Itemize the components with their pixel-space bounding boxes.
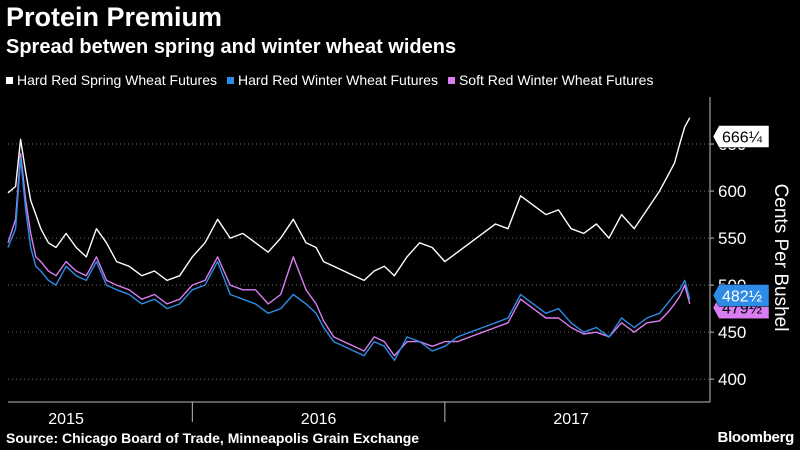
series-line-hard-red-winter xyxy=(7,157,691,362)
y-tick-label-400: 400 xyxy=(718,370,746,389)
legend-item-hrs: Hard Red Spring Wheat Futures xyxy=(6,72,217,88)
chart-title: Protein Premium xyxy=(6,2,223,32)
end-tag-hard-red-spring xyxy=(712,125,770,148)
chart-subtitle: Spread betwen spring and winter wheat wi… xyxy=(6,36,457,58)
x-tick-label-2015: 2015 xyxy=(48,411,84,428)
series-line-hard-red-spring xyxy=(7,117,691,282)
source-note: Source: Chicago Board of Trade, Minneapo… xyxy=(6,430,420,446)
legend-label-hrw: Hard Red Winter Wheat Futures xyxy=(237,72,438,88)
legend-label-srw: Soft Red Winter Wheat Futures xyxy=(458,72,654,88)
legend-swatch-hrw xyxy=(226,76,234,84)
end-label-hard-red-spring: 666¼ xyxy=(722,130,763,147)
series-line-soft-red-winter xyxy=(7,152,691,357)
legend-item-hrw: Hard Red Winter Wheat Futures xyxy=(226,72,438,88)
legend: Hard Red Spring Wheat Futures Hard Red W… xyxy=(6,72,663,88)
legend-swatch-hrs xyxy=(6,76,13,84)
x-tick-label-2017: 2017 xyxy=(553,411,589,428)
legend-item-srw: Soft Red Winter Wheat Futures xyxy=(447,72,654,88)
y-tick-label-600: 600 xyxy=(718,182,746,201)
y-tick-label-450: 450 xyxy=(718,323,746,342)
y-axis-title: Cents Per Bushel xyxy=(770,184,791,332)
x-tick-label-2016: 2016 xyxy=(301,411,337,428)
bloomberg-logo: Bloomberg xyxy=(717,429,795,446)
legend-swatch-srw xyxy=(447,76,455,84)
end-label-hard-red-winter: 482½ xyxy=(722,288,762,305)
legend-label-hrs: Hard Red Spring Wheat Futures xyxy=(17,72,217,88)
y-tick-label-550: 550 xyxy=(718,229,746,248)
end-tag-hard-red-winter xyxy=(712,284,770,307)
